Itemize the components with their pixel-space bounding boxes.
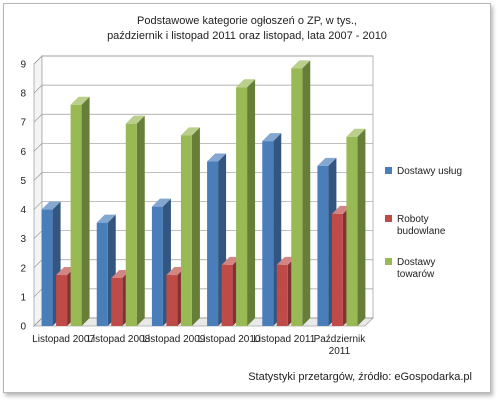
y-tick-label: 5: [20, 176, 26, 187]
bar-top: [346, 128, 366, 137]
bar: [262, 141, 274, 326]
legend-swatch: [385, 167, 392, 174]
bar-top: [262, 133, 282, 142]
gridline: [33, 84, 373, 94]
bar-side: [191, 127, 200, 326]
gridline: [33, 55, 373, 65]
bar-top: [41, 201, 61, 210]
bar: [41, 209, 53, 326]
bar: [70, 104, 82, 326]
bar-side: [247, 79, 256, 327]
x-tick-label: Listopad 2011: [253, 334, 316, 345]
bar: [180, 135, 192, 326]
bar: [111, 277, 123, 326]
bar: [276, 264, 288, 326]
bar-top: [207, 153, 227, 162]
bar: [151, 206, 163, 326]
bar: [221, 264, 233, 326]
chart-title-line-2: październik i listopad 2011 oraz listopa…: [107, 30, 387, 42]
bar-top: [276, 256, 296, 265]
y-tick-label: 6: [20, 147, 26, 158]
bar-side: [357, 128, 366, 326]
bar: [56, 275, 68, 326]
bar: [331, 213, 343, 326]
bar-top: [291, 60, 311, 69]
x-tick-label: 2011: [329, 346, 351, 357]
bar: [207, 161, 219, 326]
y-tick-label: 7: [20, 118, 26, 129]
bar: [96, 222, 108, 326]
bar-top: [96, 214, 116, 223]
bar: [125, 123, 137, 326]
bar-top: [111, 269, 131, 278]
y-tick-label: 3: [20, 234, 26, 245]
legend-entry: budowlane: [397, 226, 446, 237]
bar-side: [302, 60, 311, 326]
bar-top: [56, 267, 76, 276]
bar-top: [166, 267, 186, 276]
bar: [317, 165, 329, 326]
legend-entry: Roboty: [397, 214, 429, 225]
x-tick-label: Listopad 2007: [32, 334, 95, 345]
y-tick-label: 4: [20, 205, 26, 216]
x-tick-label: Listopad 2008: [87, 334, 150, 345]
chart-title: Podstawowe kategorie ogłoszeń o ZP, w ty…: [4, 14, 490, 44]
legend-entry: Dostawy: [397, 257, 435, 268]
bar-side: [136, 115, 145, 326]
y-tick-label: 8: [20, 89, 26, 100]
bar-side: [81, 96, 90, 326]
bar: [236, 87, 248, 327]
bar-top: [70, 96, 90, 105]
y-tick-label: 9: [20, 60, 26, 71]
bar-top: [221, 256, 241, 265]
legend-swatch: [385, 215, 392, 222]
bar: [166, 275, 178, 326]
x-tick-label: Październik: [314, 334, 367, 345]
legend-swatch: [385, 258, 392, 265]
bar-top: [180, 127, 200, 136]
gridline: [33, 113, 373, 123]
y-tick-label: 2: [20, 263, 26, 274]
chart-frame: Podstawowe kategorie ogłoszeń o ZP, w ty…: [3, 3, 491, 393]
bar: [291, 68, 303, 326]
bar-top: [151, 198, 171, 207]
source-note: Statystyki przetargów, źródło: eGospodar…: [248, 371, 472, 383]
x-tick-label: Listopad 2009: [142, 334, 205, 345]
y-tick-label: 0: [20, 322, 26, 333]
legend-entry: towarów: [397, 269, 435, 280]
bar-top: [331, 205, 351, 214]
x-tick-label: Listopad 2010: [198, 334, 261, 345]
y-tick-label: 1: [20, 292, 26, 303]
bar: [346, 136, 358, 326]
bar-top: [125, 115, 145, 124]
chart-title-line-1: Podstawowe kategorie ogłoszeń o ZP, w ty…: [137, 15, 357, 27]
bar-top: [236, 79, 256, 88]
legend-entry: Dostawy usług: [397, 166, 462, 177]
bar-top: [317, 157, 337, 166]
side-wall: [33, 55, 43, 327]
